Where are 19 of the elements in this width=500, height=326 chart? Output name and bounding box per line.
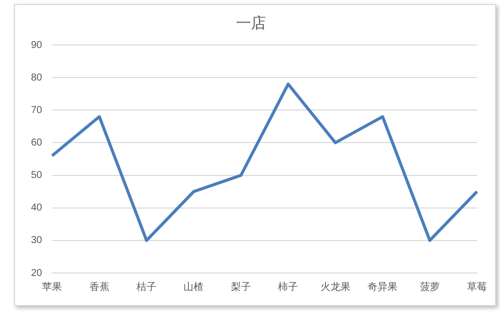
y-tick-label: 80 bbox=[31, 72, 43, 84]
x-tick-label: 火龙果 bbox=[320, 280, 350, 293]
y-tick-label: 40 bbox=[31, 202, 43, 214]
y-tick-label: 30 bbox=[31, 235, 43, 246]
x-tick-label: 香蕉 bbox=[89, 280, 110, 293]
x-tick-label: 苹果 bbox=[42, 280, 62, 293]
x-tick-label: 梨子 bbox=[230, 280, 251, 293]
x-tick-label: 奇异果 bbox=[368, 282, 398, 293]
x-tick-label: 山楂 bbox=[184, 280, 204, 293]
y-tick-label: 60 bbox=[31, 137, 43, 148]
x-tick-label: 柿子 bbox=[278, 280, 298, 293]
x-tick-label: 草莓 bbox=[467, 280, 487, 293]
y-tick-label: 20 bbox=[31, 268, 43, 279]
y-tick-label: 90 bbox=[31, 40, 43, 51]
y-tick-label: 50 bbox=[31, 170, 43, 182]
x-tick-label: 菠萝 bbox=[420, 280, 440, 293]
y-tick-label: 70 bbox=[31, 104, 43, 116]
chart-title: 一店 bbox=[236, 15, 266, 32]
x-tick-label: 桔子 bbox=[136, 280, 157, 293]
